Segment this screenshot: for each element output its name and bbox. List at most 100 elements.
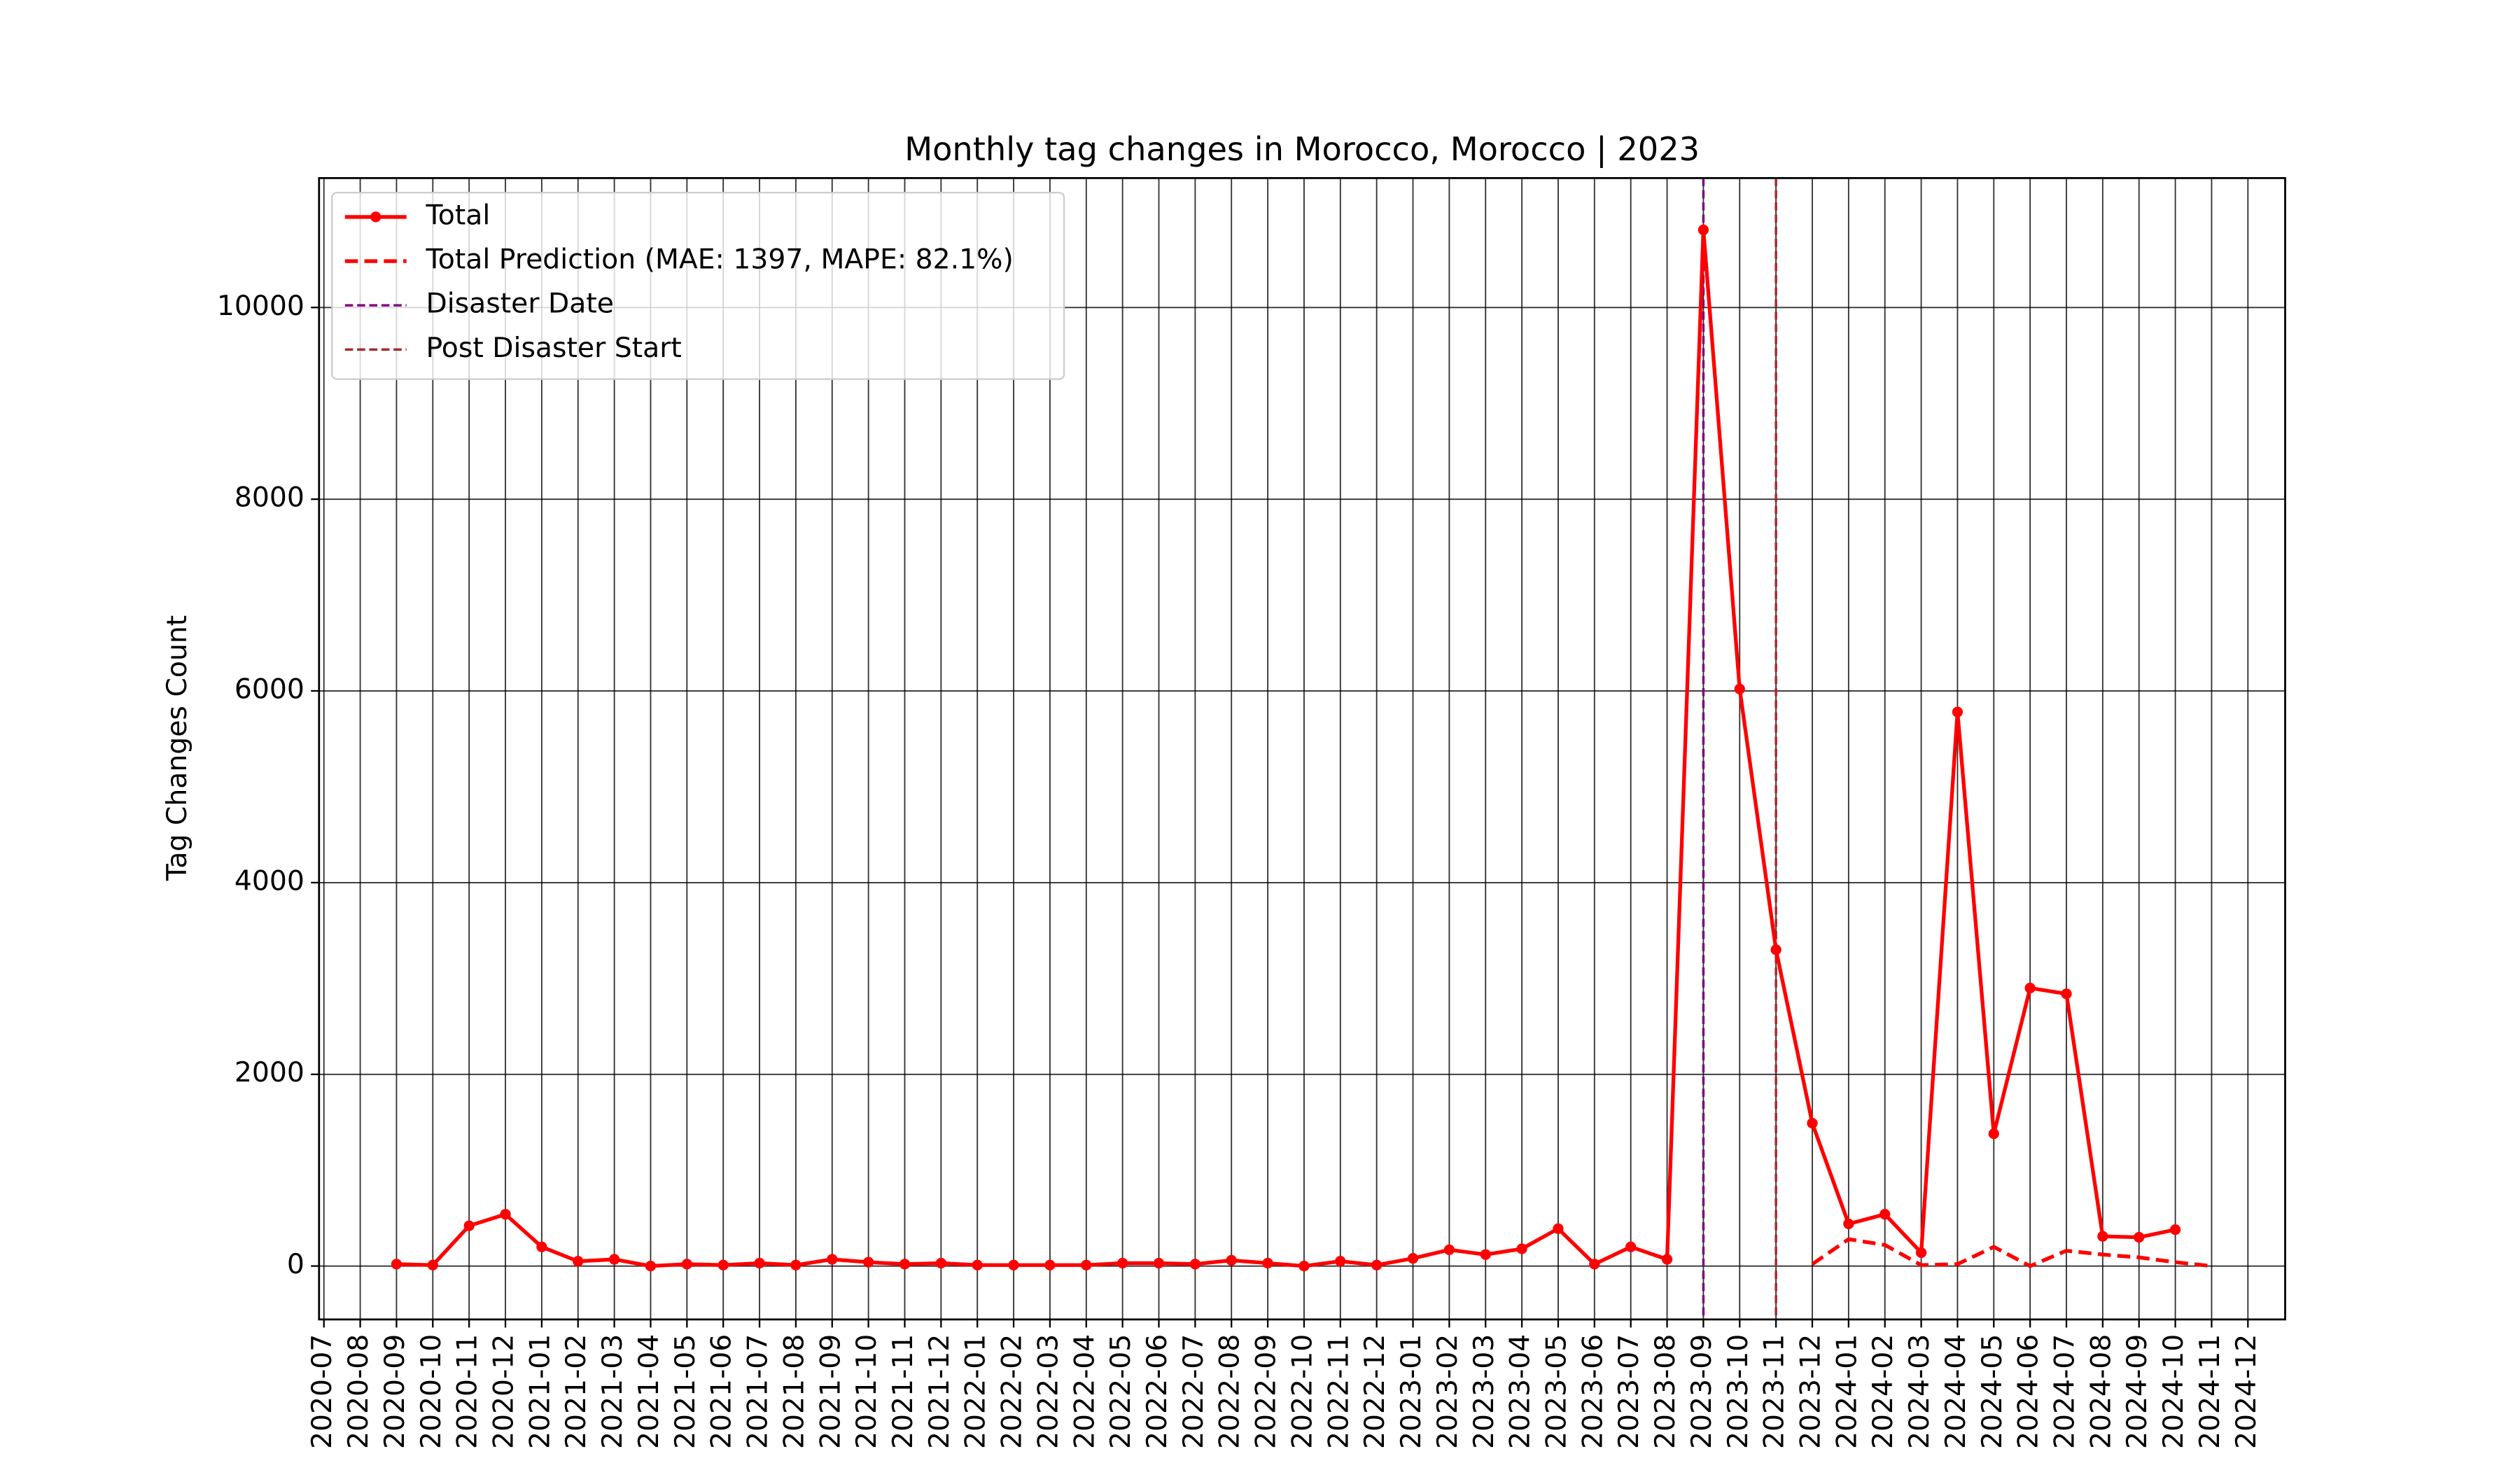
data-point xyxy=(1117,1257,1128,1269)
x-tick-label: 2024-03 xyxy=(1904,1334,1935,1449)
data-point xyxy=(681,1259,692,1270)
legend-label: Total Prediction (MAE: 1397, MAPE: 82.1%… xyxy=(425,244,1013,276)
data-point xyxy=(463,1220,475,1231)
legend-marker xyxy=(370,211,382,223)
data-point xyxy=(500,1209,511,1220)
x-tick-label: 2021-01 xyxy=(524,1334,556,1449)
x-tick-label: 2021-04 xyxy=(634,1334,665,1449)
data-point xyxy=(1589,1259,1600,1270)
data-point xyxy=(391,1259,402,1270)
x-tick-label: 2021-02 xyxy=(561,1334,592,1449)
series-line xyxy=(1811,1237,2212,1268)
plot-frame xyxy=(318,177,2286,1321)
x-tick-label: 2024-06 xyxy=(2013,1334,2045,1449)
x-tick-label: 2023-07 xyxy=(1614,1334,1645,1449)
legend: Total Total Prediction (MAE: 1397, MAPE: … xyxy=(331,192,1065,380)
x-tick-label: 2020-09 xyxy=(379,1334,411,1449)
x-tick-label: 2022-07 xyxy=(1178,1334,1210,1449)
x-tick-label: 2020-08 xyxy=(343,1334,374,1449)
data-point xyxy=(1480,1249,1491,1260)
x-tick-label: 2020-10 xyxy=(416,1334,447,1449)
series-line xyxy=(396,227,2176,1268)
data-point xyxy=(827,1254,838,1265)
data-point xyxy=(1153,1257,1165,1269)
data-point xyxy=(935,1257,946,1269)
x-tick-label: 2024-02 xyxy=(1868,1334,1899,1449)
x-tick-label: 2022-10 xyxy=(1287,1334,1318,1449)
x-tick-label: 2023-12 xyxy=(1795,1334,1826,1449)
x-tick-label: 2022-05 xyxy=(1105,1334,1137,1449)
data-point xyxy=(1915,1247,1927,1259)
data-point xyxy=(2134,1231,2145,1243)
y-tick-label: 8000 xyxy=(234,482,304,514)
plot-area: 2020-07 2020-08 2020-09 2020-10 2020-11 2020-… xyxy=(217,177,2286,1449)
x-tick-label: 2024-07 xyxy=(2050,1334,2081,1449)
x-tick-label: 2024-01 xyxy=(1831,1334,1863,1449)
data-point xyxy=(1770,944,1782,955)
data-point xyxy=(790,1259,802,1270)
data-point xyxy=(754,1257,765,1269)
x-tick-label: 2023-10 xyxy=(1723,1334,1754,1449)
x-tick-label: 2022-11 xyxy=(1323,1334,1354,1449)
legend-label: Post Disaster Start xyxy=(426,332,681,364)
x-tick-label: 2024-04 xyxy=(1940,1334,1972,1449)
data-point xyxy=(899,1259,911,1270)
x-tick-label: 2022-04 xyxy=(1069,1334,1100,1449)
x-tick-label: 2022-01 xyxy=(960,1334,992,1449)
y-tick-label: 2000 xyxy=(234,1057,304,1088)
x-tick-label: 2021-12 xyxy=(924,1334,955,1449)
x-tick-label: 2022-02 xyxy=(997,1334,1028,1449)
data-point xyxy=(1443,1244,1455,1255)
x-tick-label: 2024-12 xyxy=(2231,1334,2262,1449)
x-tick-label: 2021-09 xyxy=(815,1334,846,1449)
data-point xyxy=(536,1241,547,1252)
x-tick-label: 2023-01 xyxy=(1396,1334,1427,1449)
data-point xyxy=(1044,1259,1056,1270)
legend-label: Disaster Date xyxy=(426,288,614,320)
legend-label: Total xyxy=(425,200,490,231)
x-tick-label: 2022-03 xyxy=(1032,1334,1064,1449)
data-point xyxy=(2061,988,2072,1000)
chart-title: Monthly tag changes in Morocco, Morocco … xyxy=(904,130,1700,169)
data-point xyxy=(718,1259,729,1270)
x-tick-label: 2020-11 xyxy=(452,1334,484,1449)
data-point xyxy=(862,1256,874,1268)
x-tick-label: 2023-04 xyxy=(1505,1334,1536,1449)
data-point xyxy=(1698,224,1709,235)
x-tick-label: 2022-12 xyxy=(1359,1334,1391,1449)
x-tick-label: 2023-11 xyxy=(1759,1334,1791,1449)
data-point xyxy=(1516,1243,1527,1254)
data-point xyxy=(2169,1224,2181,1236)
data-point xyxy=(972,1259,983,1270)
data-point xyxy=(1371,1259,1382,1270)
data-point xyxy=(1008,1259,1019,1270)
data-point xyxy=(1335,1256,1346,1267)
data-point xyxy=(1843,1218,1854,1230)
data-point xyxy=(1625,1241,1637,1252)
x-tick-label: 2021-08 xyxy=(778,1334,810,1449)
data-point xyxy=(645,1261,657,1272)
x-axis-label: Date xyxy=(1269,1468,1335,1470)
x-tick-label: 2021-07 xyxy=(743,1334,774,1449)
data-point xyxy=(427,1259,438,1270)
x-tick-label: 2023-03 xyxy=(1469,1334,1500,1449)
y-axis-label: Tag Changes Count xyxy=(162,615,193,881)
y-tick-label: 4000 xyxy=(234,865,304,897)
x-tick-label: 2020-07 xyxy=(307,1334,338,1449)
data-point xyxy=(1407,1253,1419,1264)
x-tick-label: 2021-11 xyxy=(888,1334,919,1449)
data-point xyxy=(1952,706,1963,718)
data-point xyxy=(1226,1254,1237,1266)
x-tick-label: 2024-09 xyxy=(2122,1334,2153,1449)
x-tick-label: 2021-05 xyxy=(670,1334,701,1449)
data-point xyxy=(2024,982,2036,994)
x-tick-label: 2024-11 xyxy=(2194,1334,2226,1449)
x-tick-label: 2020-12 xyxy=(489,1334,520,1449)
x-tick-label: 2023-08 xyxy=(1650,1334,1681,1449)
data-point xyxy=(1734,683,1745,694)
legend-box xyxy=(331,192,1065,380)
data-point xyxy=(573,1256,584,1267)
data-point xyxy=(2097,1231,2108,1242)
x-tick-label: 2024-10 xyxy=(2158,1334,2190,1449)
